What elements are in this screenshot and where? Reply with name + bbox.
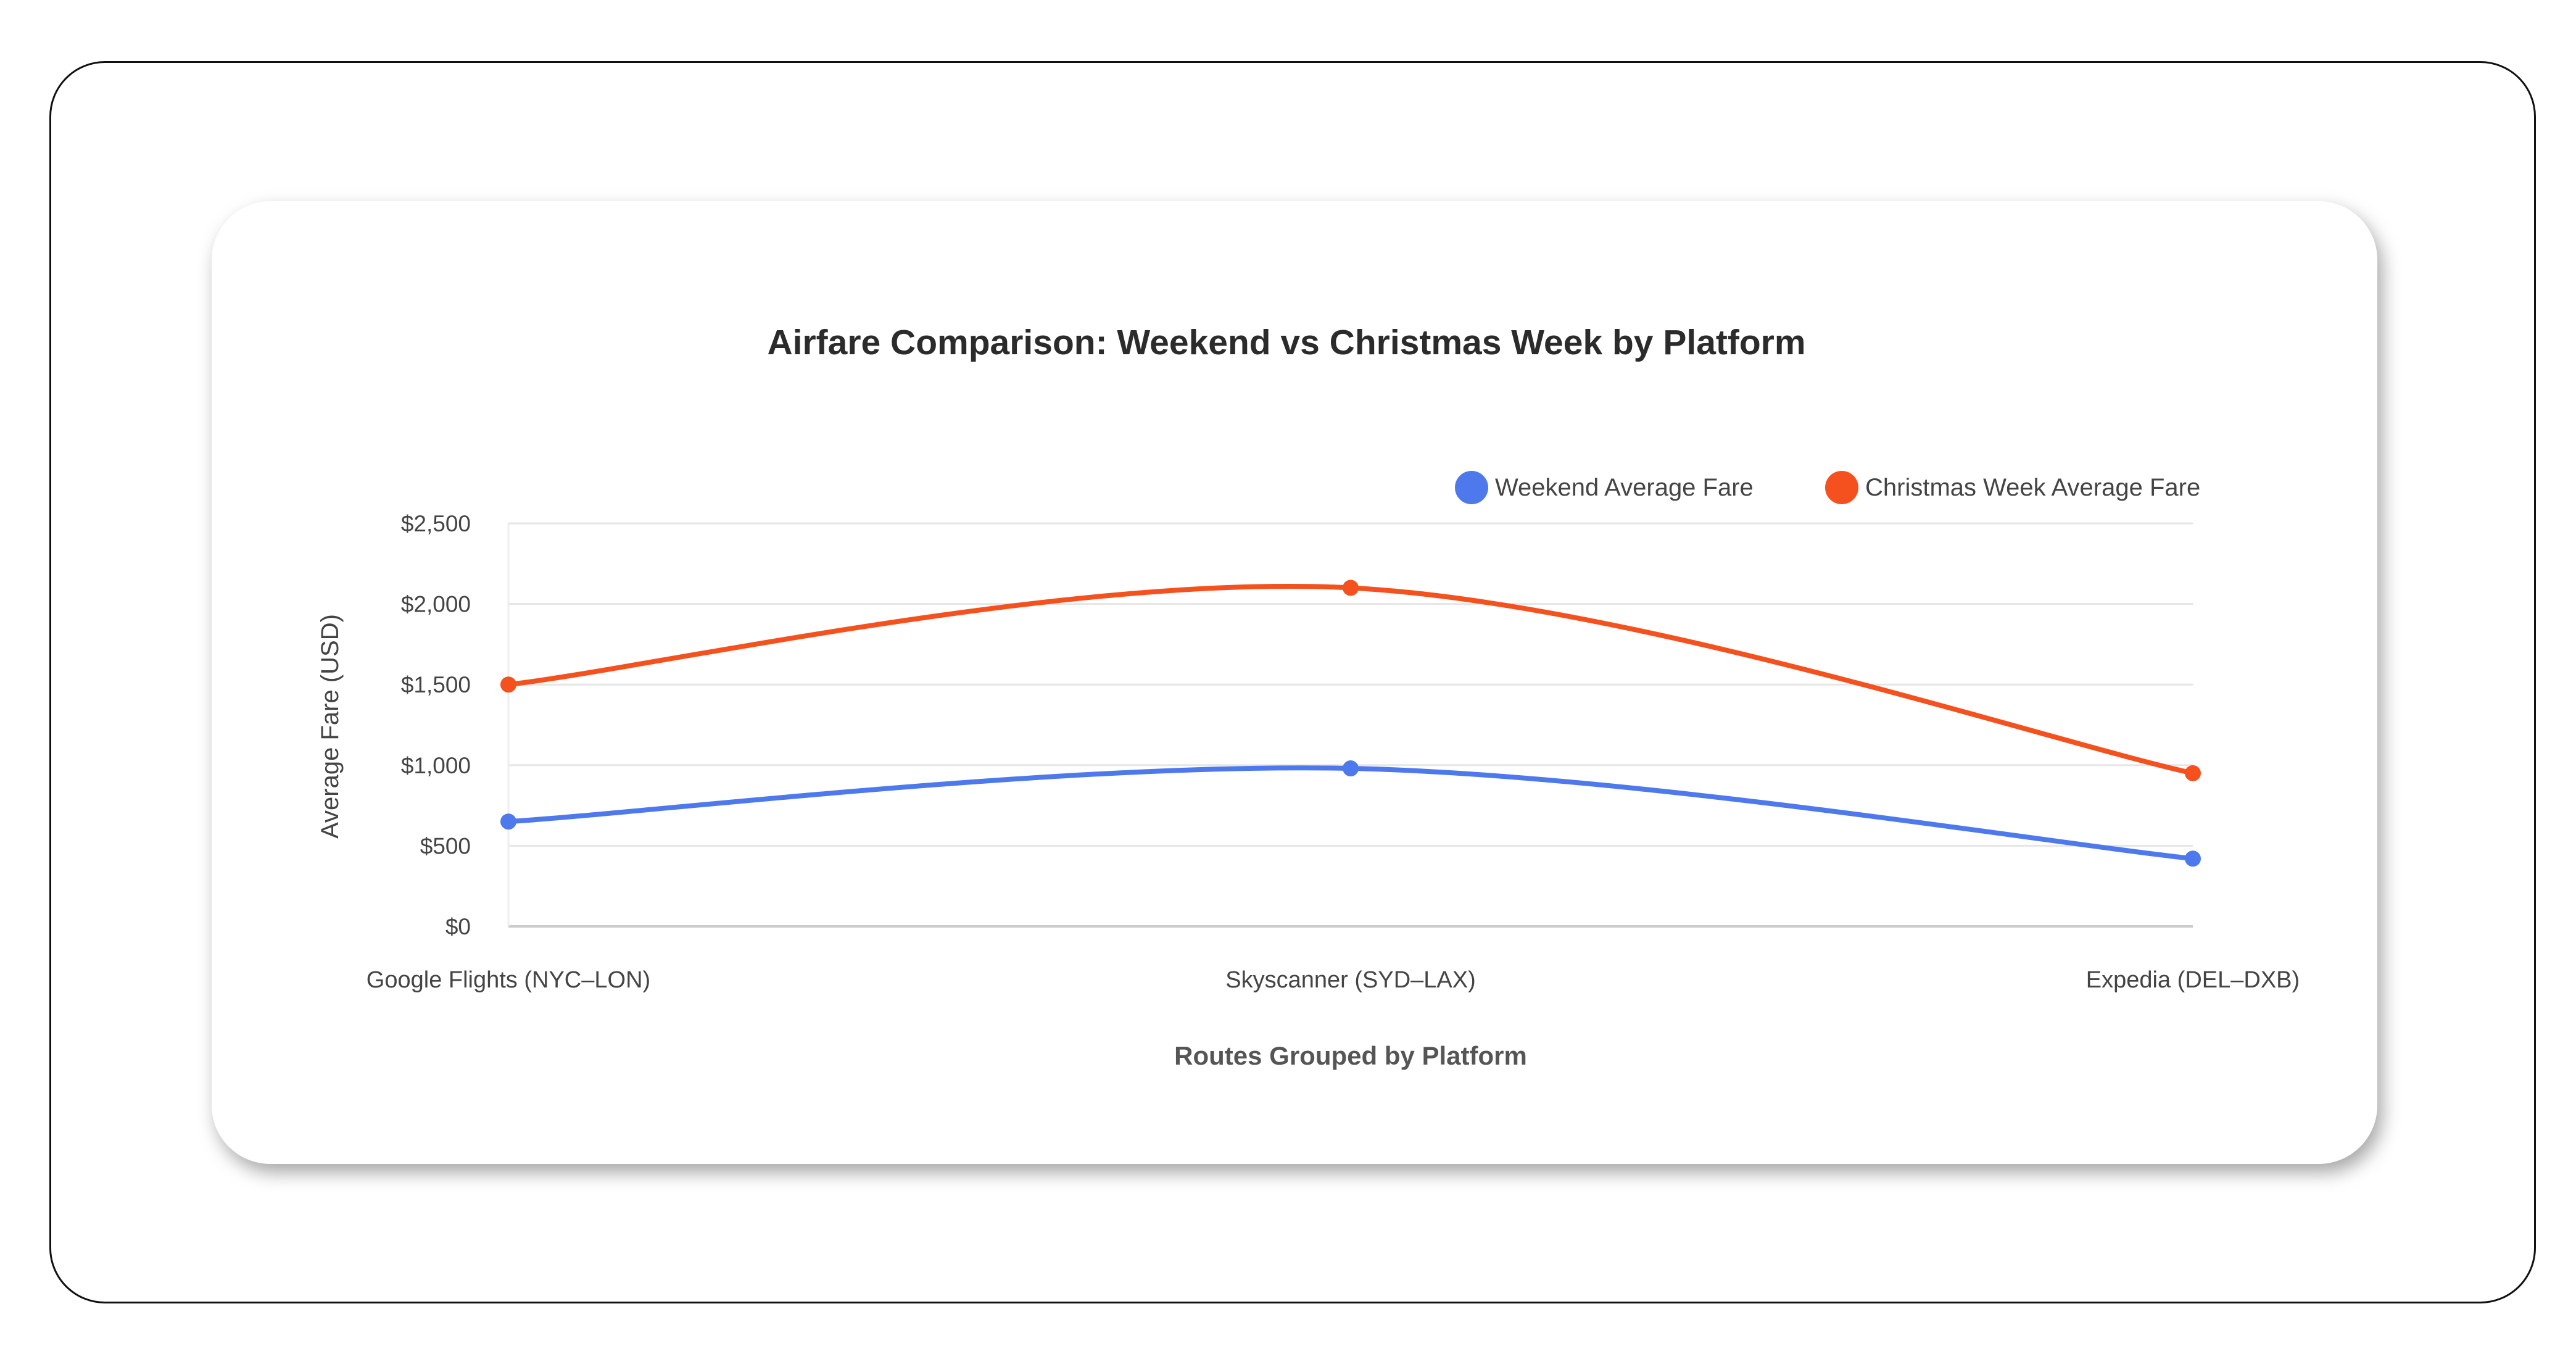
y-tick-label: $2,500 [401, 511, 471, 536]
x-axis-title: Routes Grouped by Platform [1174, 1041, 1527, 1070]
series-line-1 [508, 583, 2193, 776]
outer-frame [49, 61, 2536, 1303]
legend-marker [1825, 471, 1858, 504]
data-point [1343, 580, 1359, 596]
y-tick-label: $500 [420, 833, 471, 858]
data-point [500, 676, 516, 693]
y-tick-label: $0 [445, 914, 471, 939]
y-tick-label: $1,000 [401, 753, 471, 778]
data-point [500, 813, 516, 830]
x-tick-label: Google Flights (NYC–LON) [367, 967, 650, 993]
y-tick-label: $1,500 [401, 672, 471, 697]
data-point [2185, 850, 2201, 867]
x-tick-label: Skyscanner (SYD–LAX) [1225, 967, 1476, 993]
y-tick-label: $2,000 [401, 592, 471, 617]
legend-label: Christmas Week Average Fare [1865, 474, 2200, 501]
data-point [2185, 765, 2201, 781]
chart-card [212, 201, 2377, 1164]
data-point [1343, 760, 1359, 777]
x-tick-label: Expedia (DEL–DXB) [2086, 967, 2300, 993]
legend-label: Weekend Average Fare [1495, 474, 1754, 501]
legend-marker [1455, 471, 1488, 504]
y-axis-title: Average Fare (USD) [317, 614, 344, 839]
chart-title: Airfare Comparison: Weekend vs Christmas… [767, 323, 1805, 362]
